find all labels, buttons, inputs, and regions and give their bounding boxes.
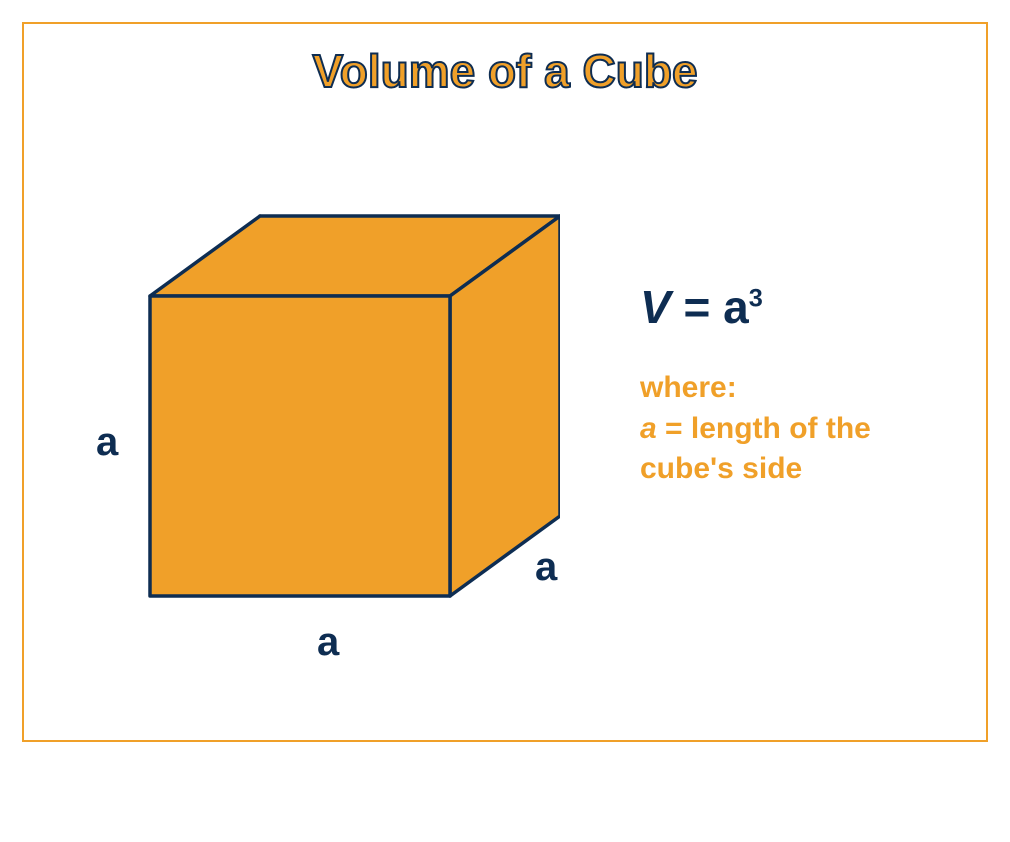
formula-block: V = a3 where: a = length of the cube's s…: [640, 280, 871, 490]
explain-rest2: cube's side: [640, 449, 871, 490]
cube-svg: [90, 176, 560, 646]
formula-V: V: [640, 281, 671, 333]
page-title: Volume of a Cube: [0, 44, 1010, 98]
formula-sup: 3: [749, 285, 763, 313]
explain-var: a: [640, 412, 657, 445]
formula-explain: where: a = length of the cube's side: [640, 368, 871, 490]
title-text: Volume of a Cube: [312, 45, 697, 97]
formula-eq: = a: [671, 281, 749, 333]
volume-formula: V = a3: [640, 280, 871, 334]
label-a-left: a: [96, 420, 118, 465]
explain-where: where:: [640, 368, 871, 409]
label-a-right: a: [535, 545, 557, 590]
explain-rest1: = length of the: [657, 412, 871, 445]
cube-diagram: [90, 176, 560, 646]
label-a-bottom: a: [317, 620, 339, 665]
explain-line: a = length of the: [640, 409, 871, 450]
